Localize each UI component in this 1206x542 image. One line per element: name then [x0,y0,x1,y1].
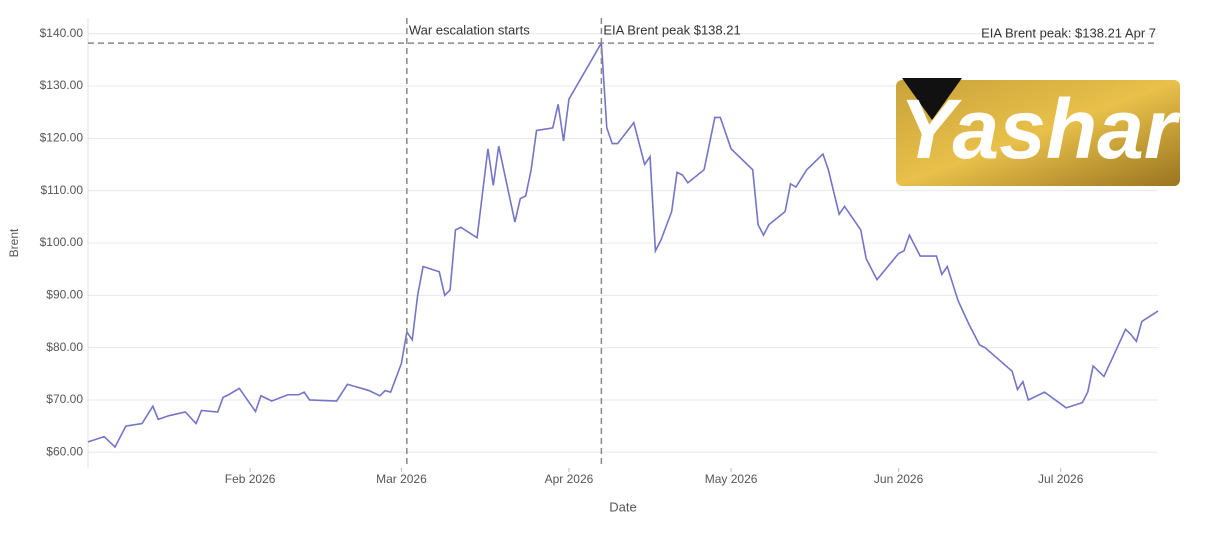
y-tick-label: $60.00 [46,444,83,458]
y-axis-label: Brent [7,228,21,257]
event-label: EIA Brent peak $138.21 [603,22,740,37]
y-tick-label: $70.00 [46,392,83,406]
y-tick-label: $110.00 [41,183,84,197]
logo-triangle [902,78,962,120]
y-tick-label: $140.00 [40,26,84,40]
x-tick-label: Apr 2026 [545,472,594,486]
logo-background [896,80,1180,186]
y-tick-label: $120.00 [40,131,84,145]
y-tick-label: $80.00 [46,340,83,354]
event-label: War escalation starts [409,22,530,37]
y-tick-label: $130.00 [40,78,84,92]
x-tick-label: Jul 2026 [1038,472,1084,486]
x-axis-label: Date [609,499,636,514]
y-tick-label: $100.00 [40,235,84,249]
x-tick-label: Jun 2026 [874,472,924,486]
x-tick-label: Mar 2026 [376,472,427,486]
x-tick-label: Feb 2026 [225,472,276,486]
y-tick-label: $90.00 [46,287,83,301]
logo: Yashar [896,78,1181,186]
price-line [87,40,1159,449]
logo-text: Yashar [899,82,1180,176]
peak-label: EIA Brent peak: $138.21 Apr 7 [981,26,1156,41]
x-tick-label: May 2026 [705,472,758,486]
